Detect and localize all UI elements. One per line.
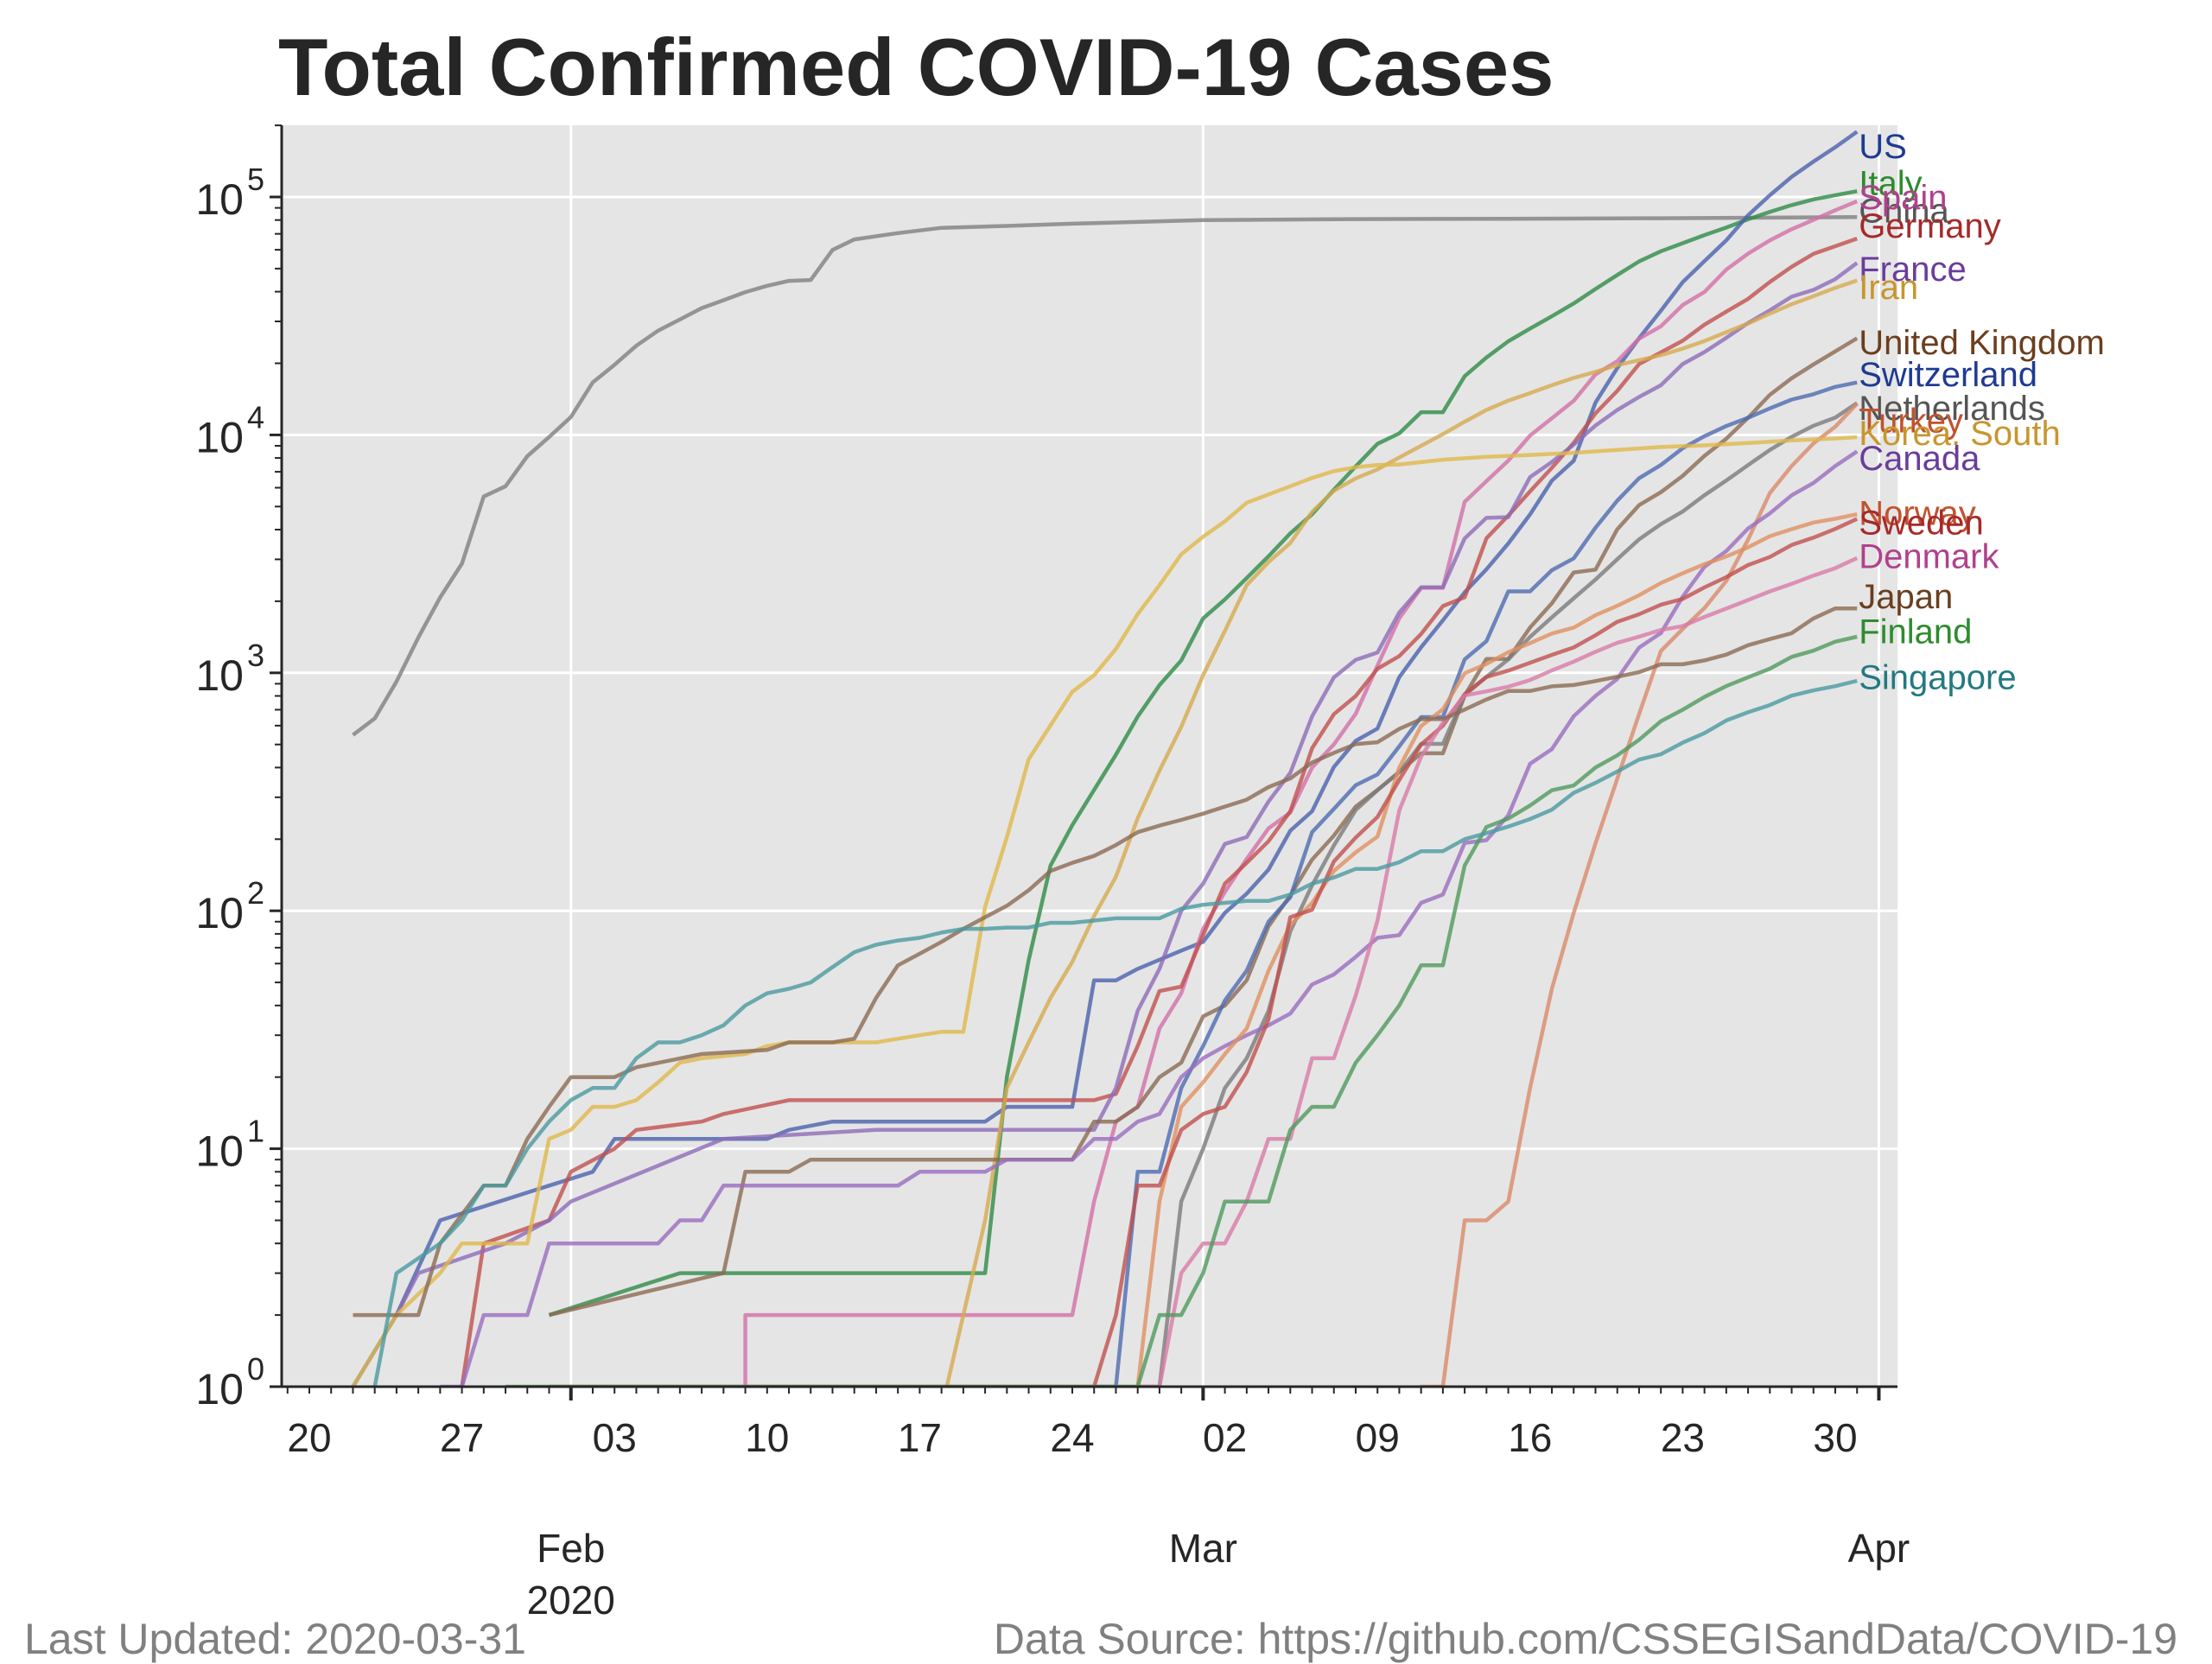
x-tick-label: 23: [1661, 1415, 1705, 1460]
y-tick-label: 10: [195, 1365, 244, 1413]
country-label-united-kingdom: United Kingdom: [1859, 324, 2105, 362]
y-tick-exponent: 4: [247, 399, 264, 435]
last-updated-text: Last Updated: 2020-03-31: [24, 1615, 526, 1663]
y-tick-label: 10: [195, 413, 244, 461]
data-source-text: Data Source: https://github.com/CSSEGISa…: [993, 1615, 2177, 1663]
x-tick-label: 24: [1050, 1415, 1094, 1460]
country-label-sweden: Sweden: [1859, 504, 1984, 542]
country-label-china: China: [1859, 192, 1949, 230]
x-tick-label: 30: [1813, 1415, 1857, 1460]
x-tick-label: 20: [287, 1415, 331, 1460]
country-label-japan: Japan: [1859, 578, 1953, 616]
series-lines: [351, 130, 1859, 1387]
country-label-spain: Spain: [1859, 179, 1947, 217]
country-label-norway: Norway: [1859, 495, 1976, 533]
x-tick-label: 17: [898, 1415, 942, 1460]
country-label-italy: Italy: [1859, 164, 1922, 202]
country-label-switzerland: Switzerland: [1859, 356, 2037, 394]
country-label-germany: Germany: [1859, 207, 2001, 245]
y-tick-label: 10: [195, 889, 244, 937]
x-month-label: Feb: [537, 1526, 605, 1571]
series-line-norway: [1116, 511, 1858, 1387]
grid-lines: [282, 125, 1897, 1387]
country-label-finland: Finland: [1859, 613, 1972, 651]
plot-area: [282, 125, 1897, 1387]
series-line-netherlands: [1137, 401, 1859, 1387]
country-label-denmark: Denmark: [1859, 537, 1999, 575]
series-line-iran: [944, 278, 1858, 1387]
y-tick-label: 10: [195, 1127, 244, 1176]
x-tick-label: 03: [593, 1415, 637, 1460]
series-line-finland: [505, 634, 1858, 1387]
series-line-korea-south: [351, 435, 1858, 1387]
country-label-turkey: Turkey: [1859, 403, 1963, 441]
y-tick-exponent: 2: [247, 875, 264, 911]
series-line-denmark: [1137, 556, 1859, 1387]
x-tick-label: 10: [745, 1415, 789, 1460]
x-tick-label: 02: [1203, 1415, 1247, 1460]
x-month-label: Apr: [1848, 1526, 1910, 1571]
y-tick-exponent: 0: [247, 1351, 264, 1387]
series-line-italy: [548, 189, 1858, 1318]
y-tick-exponent: 5: [247, 162, 264, 197]
country-label-iran: Iran: [1859, 269, 1918, 307]
country-label-us: US: [1859, 128, 1907, 166]
series-line-switzerland: [1094, 380, 1858, 1387]
x-year-label: 2020: [527, 1578, 615, 1623]
x-tick-label: 27: [440, 1415, 484, 1460]
y-tick-label: 10: [195, 175, 244, 224]
country-label-singapore: Singapore: [1859, 659, 2016, 697]
x-tick-label: 09: [1356, 1415, 1400, 1460]
y-tick-exponent: 3: [247, 638, 264, 673]
country-label-korea-south: Korea, South: [1859, 415, 2061, 453]
y-tick-label: 10: [195, 651, 244, 700]
series-line-germany: [460, 236, 1858, 1387]
country-label-france: France: [1859, 251, 1967, 289]
series-line-china: [352, 215, 1858, 737]
x-month-label: Mar: [1169, 1526, 1237, 1571]
series-line-us: [351, 130, 1859, 1387]
series-line-canada: [440, 449, 1859, 1387]
series-line-france: [394, 261, 1859, 1317]
series-line-singapore: [372, 678, 1858, 1387]
country-label-canada: Canada: [1859, 440, 1980, 478]
series-line-japan: [353, 606, 1858, 1318]
y-tick-exponent: 1: [247, 1114, 264, 1149]
chart-title: Total Confirmed COVID-19 Cases: [278, 22, 1554, 112]
x-tick-label: 16: [1508, 1415, 1552, 1460]
country-label-netherlands: Netherlands: [1859, 390, 2045, 428]
